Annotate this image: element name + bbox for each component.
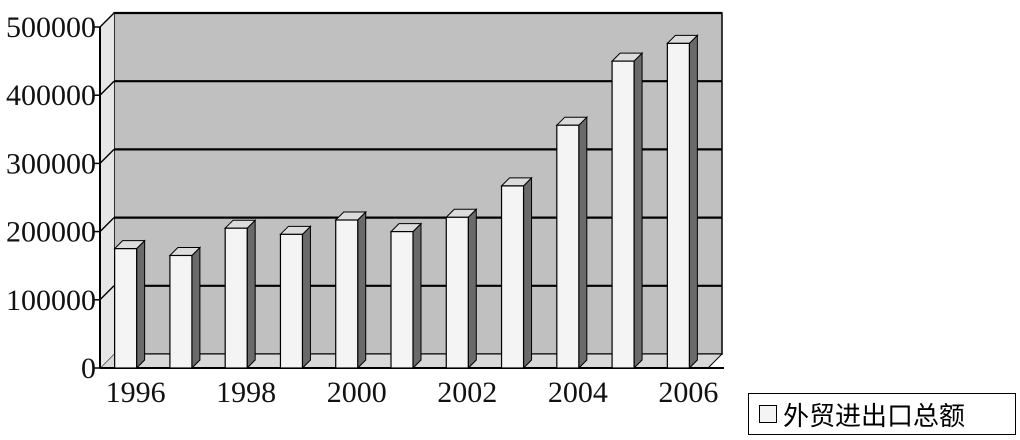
y-tick-label: 0 <box>81 352 96 385</box>
bar-side <box>467 208 477 370</box>
bar-side <box>412 222 422 370</box>
bar-1999 <box>279 225 312 370</box>
y-tick-labels: 0 100000 200000 300000 400000 500000 <box>6 11 96 385</box>
x-tick-label: 1998 <box>216 376 276 409</box>
legend-label: 外贸进出口总额 <box>783 401 966 432</box>
bar-front <box>556 124 580 369</box>
legend-swatch <box>759 405 777 423</box>
gridline-diagonal <box>99 285 115 301</box>
y-tick-label: 400000 <box>6 79 96 112</box>
bar-front <box>445 216 469 369</box>
bar-front <box>390 231 414 369</box>
gridline-diagonal <box>99 148 115 164</box>
bar-side <box>136 239 146 370</box>
plot-left-wall <box>100 13 114 368</box>
y-tick-label: 100000 <box>6 284 96 317</box>
x-tick-label: 2000 <box>327 376 387 409</box>
bar-side <box>633 51 643 370</box>
bar-side <box>301 225 311 370</box>
bar-front <box>279 233 304 369</box>
legend: 外贸进出口总额 <box>748 393 1016 435</box>
bar-front <box>335 219 359 369</box>
bars <box>113 34 699 370</box>
x-tick-label: 2004 <box>548 376 608 409</box>
gridline-diagonal <box>99 80 115 96</box>
bar-side <box>523 176 533 370</box>
x-tick-label: 2002 <box>437 376 497 409</box>
y-tick-label: 500000 <box>6 11 96 44</box>
x-tick-label: 2006 <box>658 376 718 409</box>
bar-1998 <box>223 218 257 370</box>
bar-2006 <box>666 34 699 370</box>
bar-front <box>224 227 248 369</box>
bar-1997 <box>168 246 202 370</box>
y-tick-label: 300000 <box>6 147 96 180</box>
bar-side <box>357 210 367 370</box>
bar-2005 <box>610 51 644 370</box>
bar-2001 <box>389 222 423 370</box>
bar-2003 <box>500 176 533 370</box>
bar-front <box>611 60 635 369</box>
bar-side <box>688 34 698 370</box>
bar-1996 <box>113 239 146 370</box>
x-tick-labels: 1996 1998 2000 2002 2004 2006 <box>106 376 719 409</box>
gridline-diagonal <box>99 12 115 28</box>
bar-front <box>114 248 138 369</box>
gridline-diagonal <box>99 217 115 233</box>
bar-2000 <box>334 210 367 370</box>
bar-2004 <box>555 116 589 370</box>
bar-front <box>666 42 690 369</box>
x-tick-label: 1996 <box>106 376 166 409</box>
bar-side <box>578 116 588 370</box>
bar-front <box>169 254 193 369</box>
bar-side <box>191 246 201 370</box>
bar-side <box>246 218 256 370</box>
y-tick-label: 200000 <box>6 216 96 249</box>
bar-front <box>500 185 525 369</box>
bar-2002 <box>445 208 478 370</box>
